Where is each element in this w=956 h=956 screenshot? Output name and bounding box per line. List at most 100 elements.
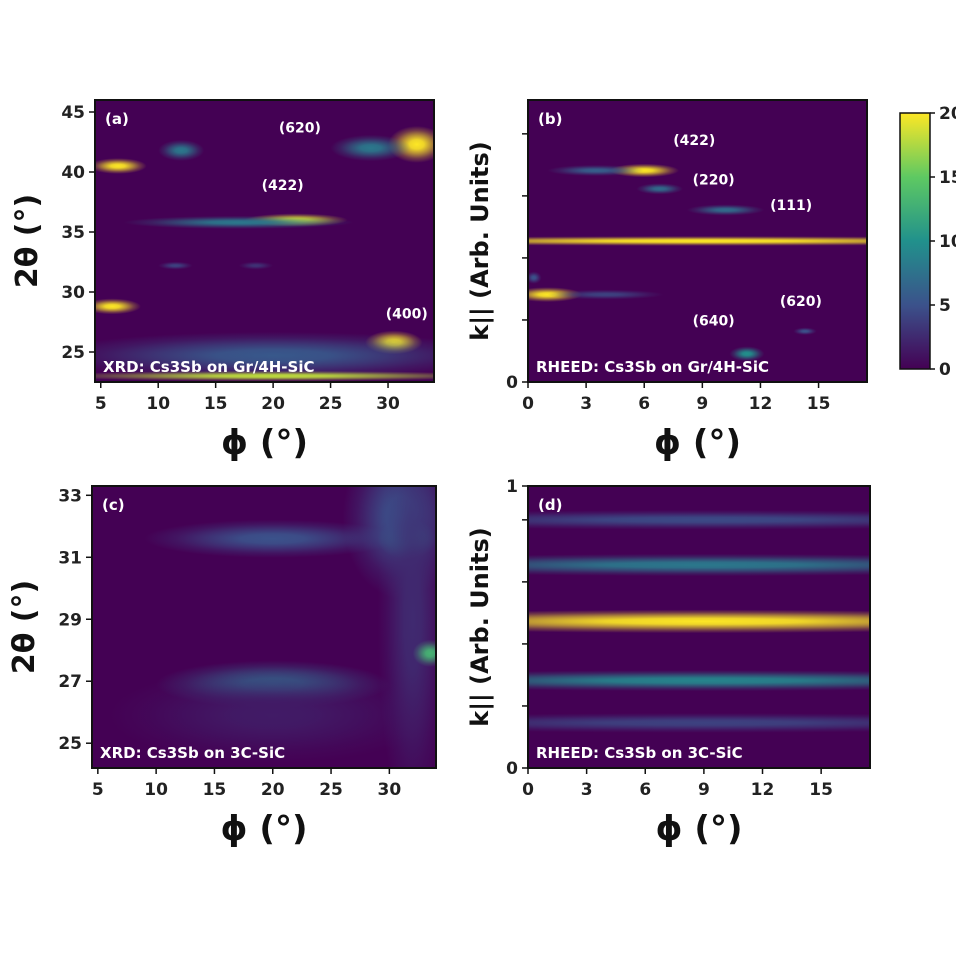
panel-label: (d) (538, 496, 562, 514)
y-tick-label: 1 (506, 477, 518, 497)
heatmap-feature (547, 289, 664, 300)
heatmap-features (528, 163, 867, 362)
x-tick-label: 0 (522, 780, 534, 800)
x-tick-label: 5 (95, 394, 107, 414)
colorbar-tick-label: 15 (939, 168, 956, 188)
heatmap-feature (95, 331, 434, 380)
inset-label: XRD: Cs3Sb on Gr/4H-SiC (103, 358, 315, 376)
heatmap-feature (158, 139, 205, 161)
heatmap-feature (793, 327, 817, 335)
heatmap-features (109, 486, 436, 768)
x-tick-label: 6 (638, 394, 650, 414)
plot-frame (91, 485, 437, 769)
plot-frame (527, 99, 868, 383)
peak-annotation: (422) (673, 133, 715, 149)
x-tick-label: 9 (696, 394, 708, 414)
heatmap-features (528, 509, 870, 733)
panel-label: (b) (538, 110, 562, 128)
heatmap-panel-b: 0 3 6 9 12 15 0 (b) RHEED: Cs3Sb on Gr/4H-SiC (42… (466, 99, 868, 463)
heatmap-feature (144, 519, 402, 558)
x-axis-label: ϕ (°) (221, 809, 308, 849)
x-tick-label: 3 (581, 780, 593, 800)
y-tick-label: 27 (58, 672, 82, 692)
x-tick-label: 9 (698, 780, 710, 800)
y-axis-label: 2θ (°) (7, 580, 42, 674)
y-tick-label: 25 (61, 343, 85, 363)
x-tick-label: 6 (639, 780, 651, 800)
y-tick-label: 45 (61, 103, 85, 123)
heatmap-feature (636, 183, 683, 195)
x-axis-label: ϕ (°) (654, 423, 741, 463)
heatmap-features (95, 125, 434, 382)
peak-annotation: (620) (780, 294, 822, 310)
x-axis-label: ϕ (°) (221, 423, 308, 463)
y-tick-label: 33 (58, 486, 82, 506)
heatmap-feature (95, 370, 434, 382)
plot-frame (527, 485, 871, 769)
heatmap-panel-d: 0 3 6 9 12 15 0 1 (d) RHEED: Cs3Sb on 3C-SiC ϕ (°)… (466, 477, 871, 849)
heatmap-feature (238, 261, 274, 270)
colorbar-tick-label: 20 (939, 104, 956, 124)
heatmap-feature (528, 236, 867, 246)
peak-annotation: (640) (693, 314, 735, 330)
x-tick-label: 12 (749, 394, 773, 414)
x-tick-label: 20 (261, 394, 285, 414)
heatmap-feature (95, 298, 141, 315)
x-tick-label: 30 (378, 780, 402, 800)
x-tick-label: 5 (92, 780, 104, 800)
x-tick-label: 25 (319, 780, 343, 800)
x-tick-label: 15 (204, 394, 228, 414)
colorbar-tick-label: 5 (939, 296, 951, 316)
heatmap-feature (528, 712, 870, 733)
x-tick-label: 15 (807, 394, 831, 414)
colorbar: 20 15 10 5 0 (899, 104, 956, 380)
x-tick-label: 30 (376, 394, 400, 414)
y-tick-label: 29 (58, 610, 82, 630)
heatmap-feature (95, 158, 147, 174)
y-tick-label: 0 (506, 373, 518, 393)
x-tick-label: 10 (146, 394, 170, 414)
heatmap-feature (686, 204, 765, 216)
y-axis-label: 2θ (°) (10, 194, 45, 288)
y-axis-label: k|| (Arb. Units) (466, 141, 494, 340)
colorbar-tick-label: 10 (939, 232, 956, 252)
heatmap-feature (330, 134, 412, 162)
heatmap-feature (528, 509, 870, 530)
peak-annotation: (422) (262, 178, 304, 194)
y-tick-label: 30 (61, 283, 85, 303)
plot-frame (94, 99, 435, 383)
y-axis-label: k|| (Arb. Units) (466, 527, 494, 726)
peak-annotation: (220) (693, 173, 735, 189)
peak-annotation: (111) (770, 198, 812, 214)
heatmap-panel-c: 5 10 15 20 25 30 25 27 29 31 33 (c) XRD: Cs3Sb on 3C… (7, 485, 437, 849)
y-tick-label: 31 (58, 548, 82, 568)
inset-label: XRD: Cs3Sb on 3C-SiC (100, 744, 285, 762)
x-tick-label: 3 (580, 394, 592, 414)
y-tick-label: 0 (506, 759, 518, 779)
heatmap-feature (528, 670, 870, 692)
heatmap-feature (412, 639, 436, 667)
x-axis-label: ϕ (°) (656, 809, 743, 849)
x-tick-label: 12 (751, 780, 775, 800)
panel-label: (a) (105, 110, 129, 128)
heatmap-feature (109, 667, 436, 764)
panel-label: (c) (102, 496, 125, 514)
colorbar-bar (899, 112, 931, 370)
heatmap-feature (377, 486, 436, 768)
inset-label: RHEED: Cs3Sb on 3C-SiC (536, 744, 743, 762)
peak-annotation: (620) (279, 120, 321, 136)
heatmap-feature (123, 215, 354, 229)
heatmap-feature (547, 164, 645, 177)
x-tick-label: 25 (319, 394, 343, 414)
peak-annotation: (400) (386, 306, 428, 322)
y-tick-label: 25 (58, 734, 82, 754)
heatmap-feature (158, 261, 193, 270)
heatmap-panel-a: 5 10 15 20 25 30 25 30 35 40 45 (a) XRD: Cs3Sb on Gr… (10, 99, 435, 463)
x-tick-label: 15 (203, 780, 227, 800)
colorbar-tick-label: 0 (939, 360, 951, 380)
heatmap-feature (528, 553, 870, 577)
inset-label: RHEED: Cs3Sb on Gr/4H-SiC (536, 358, 769, 376)
heatmap-feature (528, 609, 870, 634)
x-tick-label: 15 (809, 780, 833, 800)
